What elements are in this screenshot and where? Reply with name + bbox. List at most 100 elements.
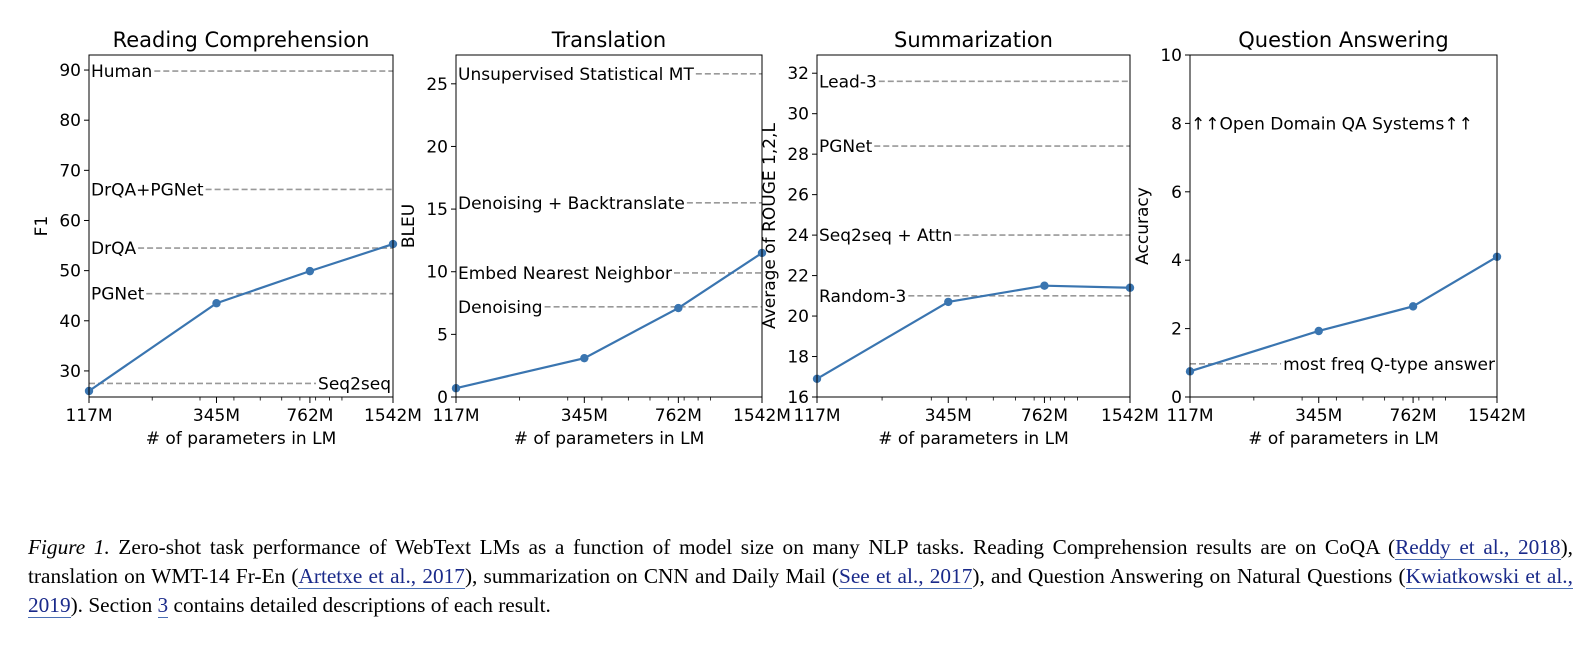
y-tick-label: 30 <box>59 362 81 382</box>
x-tick-label: 117M <box>1166 406 1213 426</box>
plot-frame <box>455 54 763 398</box>
y-tick-label: 26 <box>787 186 809 206</box>
caption-text: ), summarization on CNN and Daily Mail ( <box>464 564 839 588</box>
y-tick-label: 16 <box>787 388 809 408</box>
plot-frame <box>816 54 1131 398</box>
y-tick-label: 18 <box>787 348 809 368</box>
section-link[interactable]: 3 <box>157 593 169 618</box>
baseline-label: DrQA+PGNet <box>91 180 204 200</box>
y-tick-label: 10 <box>426 263 448 283</box>
chart-title: Reading Comprehension <box>113 28 370 52</box>
x-tick-label: 1542M <box>364 406 422 426</box>
series-line <box>88 243 394 392</box>
x-tick-label: 345M <box>1295 406 1342 426</box>
caption-text: ), translation on WMT-14 Fr-En ( <box>28 535 1573 588</box>
y-axis-label: Average of ROUGE 1,2,L <box>760 123 780 329</box>
baseline-label: Seq2seq + Attn <box>819 226 952 246</box>
series-line <box>455 252 763 390</box>
baseline-label: PGNet <box>819 137 873 157</box>
x-tick-label: 117M <box>793 406 840 426</box>
y-tick-label: 70 <box>59 161 81 181</box>
y-tick-label: 24 <box>787 226 809 246</box>
x-tick-label: 117M <box>432 406 479 426</box>
x-tick-label: 1542M <box>733 406 791 426</box>
chart-panel: Summarization 16 18 20 22 24 26 28 30 32 117M 345M 7… <box>760 28 1159 449</box>
x-tick-label: 117M <box>65 406 112 426</box>
y-tick-label: 20 <box>426 137 448 157</box>
y-tick-label: 4 <box>1171 251 1182 271</box>
caption-label: Figure 1. <box>28 535 110 559</box>
y-tick-label: 2 <box>1171 320 1182 340</box>
x-tick-label: 1542M <box>1468 406 1526 426</box>
series-line <box>1189 255 1498 373</box>
x-tick-label: 762M <box>655 406 702 426</box>
data-point <box>944 297 953 307</box>
y-tick-label: 50 <box>59 262 81 282</box>
chart-panel: Question Answering 0 2 4 6 8 10 117M 345M 762M 154… <box>1133 28 1526 449</box>
data-point <box>1314 326 1323 336</box>
caption-text: ). Section <box>70 593 158 617</box>
baseline-label: Seq2seq <box>318 374 391 394</box>
x-tick-label: 762M <box>1390 406 1437 426</box>
data-point <box>674 303 683 313</box>
series-line <box>816 284 1131 380</box>
data-point <box>212 299 221 308</box>
y-tick-label: 90 <box>59 61 81 81</box>
baseline-label: Human <box>91 62 152 82</box>
x-tick-label: 345M <box>561 406 608 426</box>
chart-title: Translation <box>551 28 666 52</box>
y-tick-label: 40 <box>59 312 81 332</box>
y-tick-label: 32 <box>787 64 809 84</box>
x-tick-label: 345M <box>193 406 240 426</box>
x-axis-label: # of parameters in LM <box>146 429 337 449</box>
y-axis-label: Accuracy <box>1133 187 1153 265</box>
chart-panel: Translation 0 5 10 15 20 25 117M 345M 762M 1542M # … <box>399 28 791 449</box>
baseline-label: most freq Q-type answer <box>1283 355 1495 375</box>
caption-text: contains detailed descriptions of each r… <box>168 593 551 617</box>
y-tick-label: 5 <box>437 325 448 345</box>
y-tick-label: 6 <box>1171 183 1182 203</box>
baseline-label: Denoising + Backtranslate <box>458 194 685 214</box>
data-point <box>1408 302 1418 311</box>
x-axis-label: # of parameters in LM <box>1248 429 1439 449</box>
x-axis-label: # of parameters in LM <box>514 429 705 449</box>
caption-text: ), and Question Answering on Natural Que… <box>972 564 1406 588</box>
y-tick-label: 0 <box>1171 388 1182 408</box>
x-axis-label: # of parameters in LM <box>878 429 1069 449</box>
y-tick-label: 28 <box>787 145 809 165</box>
y-axis-label: BLEU <box>399 204 419 248</box>
y-axis-label: F1 <box>32 216 52 237</box>
baseline-label: Lead-3 <box>819 72 877 92</box>
citation-link[interactable]: Kwiatkowski et al., 2019 <box>28 564 1573 618</box>
x-tick-label: 345M <box>925 406 972 426</box>
x-tick-label: 762M <box>286 406 333 426</box>
chart-title: Question Answering <box>1238 28 1448 52</box>
figure-caption: Figure 1. Zero-shot task performance of … <box>28 533 1573 620</box>
plot-frame <box>88 54 394 398</box>
data-point <box>305 266 315 276</box>
y-tick-label: 60 <box>59 211 81 231</box>
baseline-label: Embed Nearest Neighbor <box>458 264 672 284</box>
data-point <box>580 353 589 363</box>
x-tick-label: 1542M <box>1101 406 1159 426</box>
annotation-label: ↑↑Open Domain QA Systems↑↑ <box>1191 114 1473 134</box>
y-tick-label: 25 <box>426 75 448 95</box>
chart-title: Summarization <box>894 28 1053 52</box>
y-tick-label: 30 <box>787 105 809 125</box>
baseline-label: Unsupervised Statistical MT <box>458 65 694 85</box>
data-point <box>1040 281 1049 290</box>
y-tick-label: 15 <box>426 200 448 220</box>
y-tick-label: 0 <box>437 388 448 408</box>
citation-link[interactable]: Artetxe et al., 2017 <box>298 564 465 589</box>
caption-text: Zero-shot task performance of WebText LM… <box>109 535 1396 559</box>
plot-frame <box>1189 54 1498 398</box>
y-tick-label: 8 <box>1171 114 1182 134</box>
citation-link[interactable]: See et al., 2017 <box>839 564 973 589</box>
citation-link[interactable]: Reddy et al., 2018 <box>1395 535 1561 560</box>
y-tick-label: 20 <box>787 307 809 327</box>
y-tick-label: 80 <box>59 111 81 131</box>
baseline-label: DrQA <box>91 239 136 259</box>
baseline-label: Denoising <box>458 298 543 318</box>
y-tick-label: 22 <box>787 267 809 287</box>
